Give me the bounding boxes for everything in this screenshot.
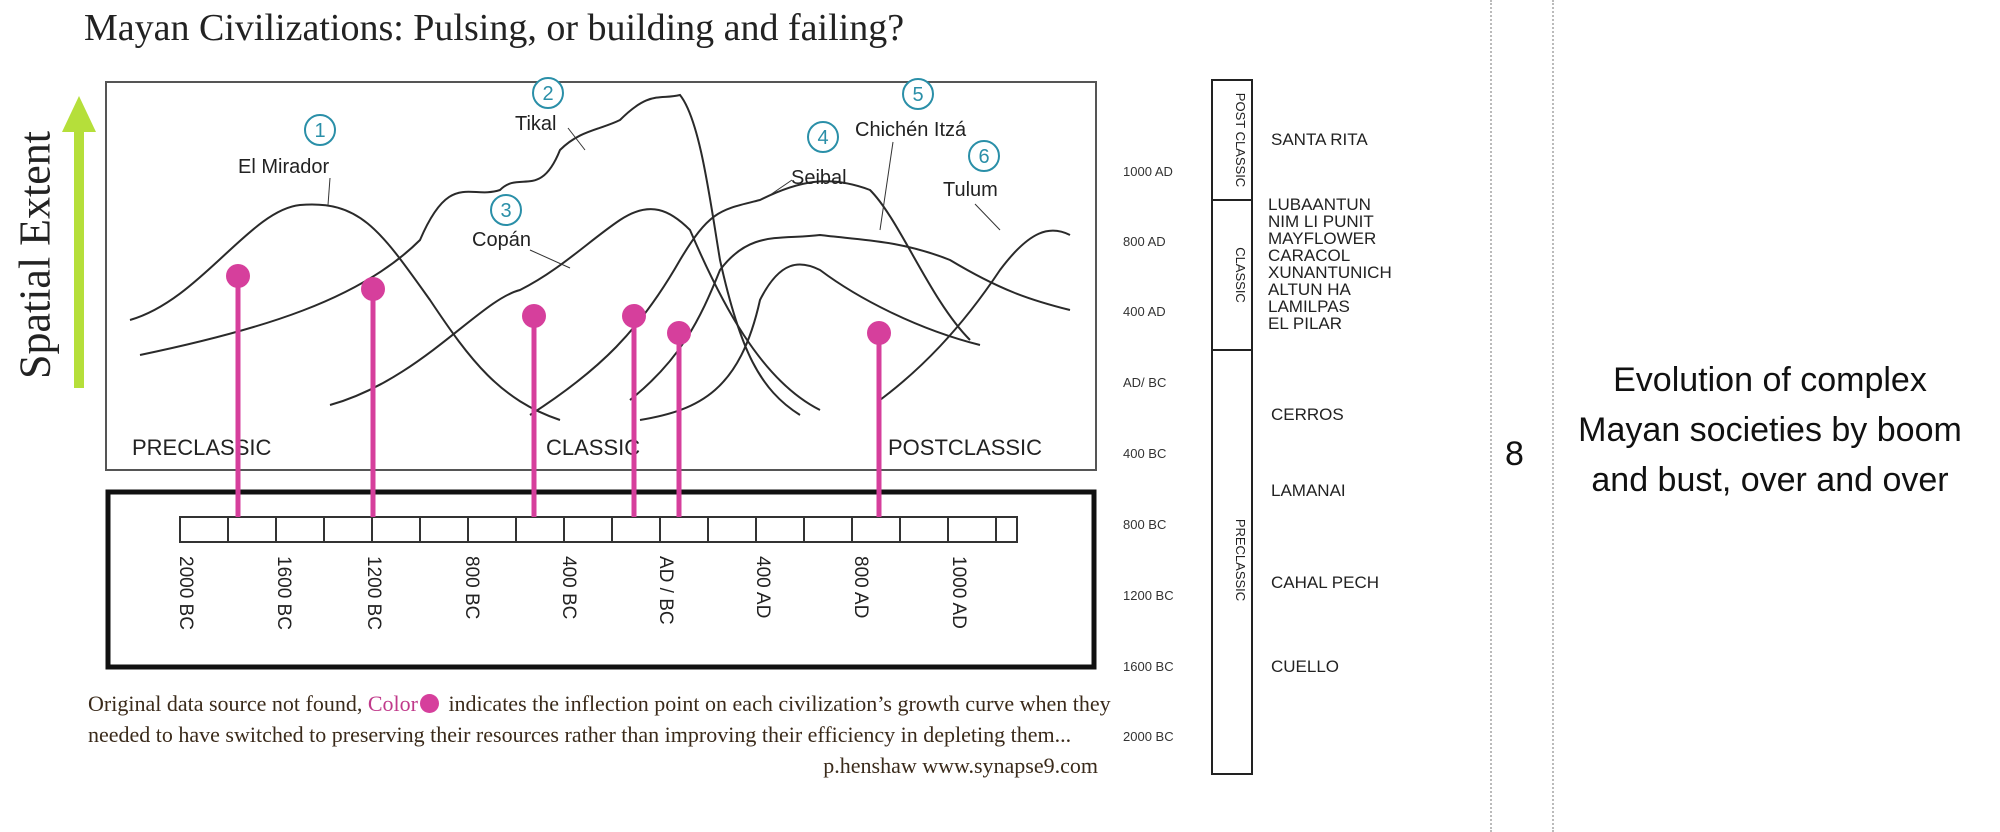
circle-label-6: 6 (978, 146, 989, 168)
site-8: EL PILAR (1268, 314, 1342, 333)
circle-badge-3 (490, 194, 522, 226)
pink-dot-icon (419, 694, 439, 713)
timeline-tick-0: 2000 BC (175, 556, 196, 630)
curve-tulum (879, 229, 1071, 401)
divider-right (1552, 0, 1554, 832)
curve-cluster (639, 263, 981, 421)
timeline-ruler (179, 516, 1018, 543)
site-2: NIM LI PUNIT (1268, 212, 1374, 231)
curve-chichen (629, 233, 1071, 401)
curve-seibal (529, 180, 971, 416)
site-6: ALTUN HA (1268, 280, 1351, 299)
circle-badge-2 (532, 77, 564, 109)
date-scale-5: 800 BC (1123, 517, 1166, 532)
site-11: CAHAL PECH (1271, 573, 1379, 592)
circle-badge-1 (304, 114, 336, 146)
caption-part1: Original data source not found, (88, 691, 368, 716)
slide-title: Mayan Civilizations: Pulsing, or buildin… (84, 7, 905, 49)
label-seibal: Seibal (791, 167, 847, 189)
date-scale-8: 2000 BC (1123, 729, 1174, 744)
period-classic: CLASSIC (546, 435, 640, 460)
curve-copan (329, 208, 821, 411)
inflection-dot-chichen (667, 321, 691, 345)
era-preclassic: PRECLASSIC (1233, 519, 1248, 601)
inflection-dot-el-mirador (226, 264, 250, 288)
period-preclassic: PRECLASSIC (132, 435, 271, 460)
site-1: LUBAANTUN (1268, 195, 1371, 214)
slide-note: Evolution of complex Mayan societies by … (1578, 361, 1962, 499)
date-scale-6: 1200 BC (1123, 588, 1174, 603)
curve-tikal (139, 93, 801, 416)
label-el-mirador: El Mirador (238, 156, 329, 178)
caption: Original data source not found, Color in… (88, 688, 1118, 781)
site-9: CERROS (1271, 405, 1344, 424)
label-chichen: Chichén Itzá (855, 119, 967, 141)
timeline-tick-5: AD / BC (655, 556, 676, 625)
era-column (1211, 79, 1253, 775)
circle-badge-5 (902, 78, 934, 110)
label-tikal: Tikal (515, 113, 556, 135)
timeline-tick-1: 1600 BC (273, 556, 294, 630)
timeline-tick-3: 800 BC (461, 556, 482, 619)
timeline-tick-8: 1000 AD (948, 556, 969, 629)
circle-label-1: 1 (314, 120, 325, 142)
caption-credit: p.henshaw www.synapse9.com (823, 753, 1098, 778)
caption-color-word: Color (367, 691, 418, 716)
chart-frame (105, 81, 1097, 471)
timeline-frame (105, 489, 1097, 670)
caption-part2: indicates the inflection point on each c… (88, 691, 1111, 747)
circle-badge-4 (807, 121, 839, 153)
period-postclassic: POSTCLASSIC (888, 435, 1042, 460)
timeline-tick-6: 400 AD (752, 556, 773, 618)
site-10: LAMANAI (1271, 481, 1346, 500)
date-scale-7: 1600 BC (1123, 659, 1174, 674)
chart-canvas: El Mirador Tikal Copán Seibal Chichén It… (62, 77, 1392, 775)
site-5: XUNANTUNICH (1268, 263, 1392, 282)
site-0: SANTA RITA (1271, 130, 1368, 149)
inflection-dot-seibal (622, 304, 646, 328)
inflection-dot-copan (522, 304, 546, 328)
date-scale-3: AD/ BC (1123, 375, 1166, 390)
timeline-tick-2: 1200 BC (363, 556, 384, 630)
growth-curves (129, 93, 1071, 421)
date-scale-1: 800 AD (1123, 234, 1166, 249)
circle-label-5: 5 (912, 84, 923, 106)
inflection-dot-tulum (867, 321, 891, 345)
date-scale-2: 400 AD (1123, 304, 1166, 319)
timeline-tick-4: 400 BC (558, 556, 579, 619)
curve-el-mirador (129, 203, 561, 421)
site-12: CUELLO (1271, 657, 1339, 676)
era-classic: CLASSIC (1233, 247, 1248, 303)
circle-label-4: 4 (817, 127, 828, 149)
up-arrow-icon (62, 96, 96, 388)
site-7: LAMILPAS (1268, 297, 1350, 316)
circle-badge-6 (968, 140, 1000, 172)
site-3: MAYFLOWER (1268, 229, 1376, 248)
circle-label-2: 2 (542, 83, 553, 105)
timeline-tick-7: 800 AD (850, 556, 871, 618)
slide-number: 8 (1505, 435, 1524, 473)
label-copan: Copán (472, 229, 531, 251)
divider-left (1490, 0, 1492, 832)
label-tulum: Tulum (943, 179, 998, 201)
inflection-dot-tikal (361, 277, 385, 301)
date-scale-0: 1000 AD (1123, 164, 1173, 179)
date-scale-4: 400 BC (1123, 446, 1166, 461)
circle-label-3: 3 (500, 200, 511, 222)
site-4: CARACOL (1268, 246, 1350, 265)
era-postclassic: POST CLASSIC (1233, 93, 1248, 187)
